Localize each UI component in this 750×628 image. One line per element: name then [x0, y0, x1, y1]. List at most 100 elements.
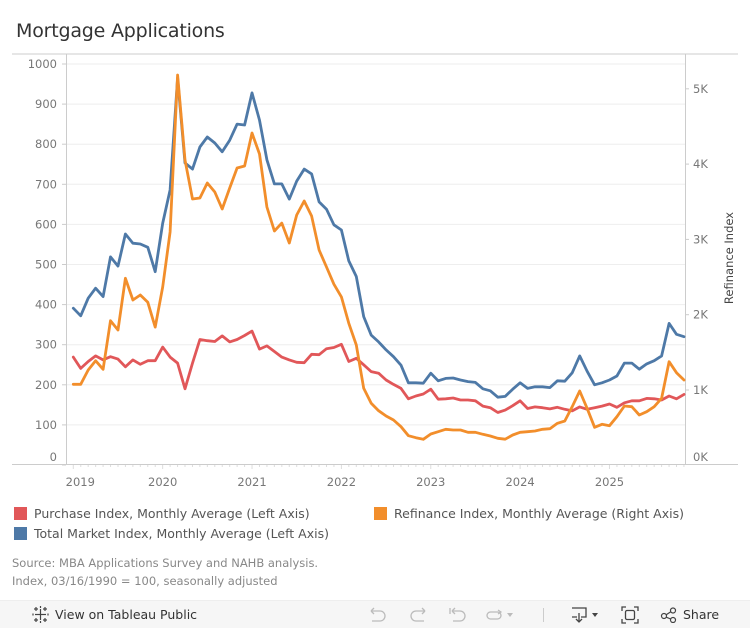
refinance-index-point[interactable]: [219, 206, 225, 212]
total-market-index-point[interactable]: [428, 370, 434, 376]
total-market-index-point[interactable]: [145, 244, 151, 250]
refinance-index-point[interactable]: [517, 429, 523, 435]
total-market-index-point[interactable]: [644, 361, 650, 367]
purchase-index-point[interactable]: [361, 362, 367, 368]
refinance-index-point[interactable]: [443, 426, 449, 432]
total-market-index-point[interactable]: [607, 377, 613, 383]
purchase-index-point[interactable]: [413, 393, 419, 399]
total-market-index-point[interactable]: [316, 199, 322, 205]
purchase-index-point[interactable]: [562, 406, 568, 412]
total-market-index-point[interactable]: [666, 320, 672, 326]
view-on-tableau-public-link[interactable]: View on Tableau Public: [32, 601, 197, 628]
total-market-index-point[interactable]: [405, 380, 411, 386]
purchase-index-point[interactable]: [249, 328, 255, 334]
refresh-button[interactable]: [485, 601, 515, 628]
refinance-index-point[interactable]: [376, 408, 382, 414]
refinance-index-point[interactable]: [547, 426, 553, 432]
refinance-index-point[interactable]: [190, 196, 196, 202]
refinance-index-point[interactable]: [584, 405, 590, 411]
refinance-index-point[interactable]: [309, 213, 315, 219]
purchase-index-point[interactable]: [182, 386, 188, 392]
total-market-index-point[interactable]: [324, 206, 330, 212]
refinance-index-point[interactable]: [614, 414, 620, 420]
total-market-index-point[interactable]: [621, 360, 627, 366]
purchase-index-point[interactable]: [137, 361, 143, 367]
purchase-index-point[interactable]: [458, 397, 464, 403]
purchase-index-point[interactable]: [592, 405, 598, 411]
fullscreen-button[interactable]: [621, 601, 639, 628]
purchase-index-point[interactable]: [554, 404, 560, 410]
refinance-index-point[interactable]: [405, 433, 411, 439]
purchase-index-point[interactable]: [145, 358, 151, 364]
purchase-index-point[interactable]: [85, 359, 91, 365]
total-market-index-point[interactable]: [130, 240, 136, 246]
total-market-index-point[interactable]: [659, 353, 665, 359]
refinance-index-point[interactable]: [108, 318, 114, 324]
refinance-index-point[interactable]: [495, 435, 501, 441]
refinance-index-point[interactable]: [152, 324, 158, 330]
total-market-index-point[interactable]: [212, 140, 218, 146]
purchase-index-point[interactable]: [368, 369, 374, 375]
total-market-index-point[interactable]: [629, 360, 635, 366]
total-market-index-point[interactable]: [264, 157, 270, 163]
refinance-index-point[interactable]: [78, 381, 84, 387]
refinance-index-point[interactable]: [420, 436, 426, 442]
total-market-index-point[interactable]: [257, 117, 263, 123]
refinance-index-point[interactable]: [145, 299, 151, 305]
purchase-index-point[interactable]: [681, 391, 687, 397]
purchase-index-point[interactable]: [428, 386, 434, 392]
purchase-index-point[interactable]: [636, 398, 642, 404]
purchase-index-point[interactable]: [465, 397, 471, 403]
refinance-index-point[interactable]: [540, 426, 546, 432]
total-market-index-point[interactable]: [480, 386, 486, 392]
purchase-index-point[interactable]: [443, 396, 449, 402]
purchase-index-point[interactable]: [666, 393, 672, 399]
total-market-index-point[interactable]: [420, 380, 426, 386]
total-market-index-point[interactable]: [346, 258, 352, 264]
legend-item-purchase[interactable]: Purchase Index, Monthly Average (Left Ax…: [14, 506, 310, 521]
refinance-index-point[interactable]: [510, 432, 516, 438]
total-market-index-point[interactable]: [376, 339, 382, 345]
refinance-index-point[interactable]: [294, 212, 300, 218]
total-market-index-point[interactable]: [197, 144, 203, 150]
total-market-index-point[interactable]: [353, 274, 359, 280]
total-market-index-point[interactable]: [70, 305, 76, 311]
total-market-index-point[interactable]: [122, 231, 128, 237]
undo-button[interactable]: [368, 601, 388, 628]
total-market-index-point[interactable]: [674, 331, 680, 337]
refinance-index-point[interactable]: [651, 404, 657, 410]
total-market-index-point[interactable]: [592, 382, 598, 388]
purchase-index-point[interactable]: [309, 351, 315, 357]
refinance-index-point[interactable]: [398, 424, 404, 430]
total-market-index-point[interactable]: [219, 149, 225, 155]
total-market-index-point[interactable]: [547, 385, 553, 391]
total-market-index-point[interactable]: [443, 375, 449, 381]
purchase-index-point[interactable]: [175, 360, 181, 366]
total-market-index-point[interactable]: [391, 354, 397, 360]
purchase-index-point[interactable]: [286, 357, 292, 363]
refinance-index-point[interactable]: [331, 281, 337, 287]
refinance-index-point[interactable]: [458, 427, 464, 433]
purchase-index-point[interactable]: [405, 396, 411, 402]
total-market-index-point[interactable]: [108, 254, 114, 260]
total-market-index-point[interactable]: [309, 171, 315, 177]
purchase-index-point[interactable]: [78, 365, 84, 371]
purchase-index-point[interactable]: [674, 396, 680, 402]
refinance-index-point[interactable]: [674, 370, 680, 376]
refinance-index-point[interactable]: [212, 189, 218, 195]
total-market-index-point[interactable]: [510, 386, 516, 392]
total-market-index-point[interactable]: [487, 388, 493, 394]
purchase-index-point[interactable]: [190, 360, 196, 366]
purchase-index-point[interactable]: [607, 401, 613, 407]
refinance-index-point[interactable]: [525, 429, 531, 435]
total-market-index-point[interactable]: [636, 366, 642, 372]
refinance-index-point[interactable]: [666, 359, 672, 365]
revert-button[interactable]: [448, 601, 468, 628]
purchase-index-point[interactable]: [167, 354, 173, 360]
refinance-index-point[interactable]: [577, 388, 583, 394]
purchase-index-point[interactable]: [108, 354, 114, 360]
refinance-index-point[interactable]: [592, 424, 598, 430]
refinance-index-point[interactable]: [480, 431, 486, 437]
share-button[interactable]: Share: [660, 601, 719, 628]
refinance-index-point[interactable]: [361, 385, 367, 391]
